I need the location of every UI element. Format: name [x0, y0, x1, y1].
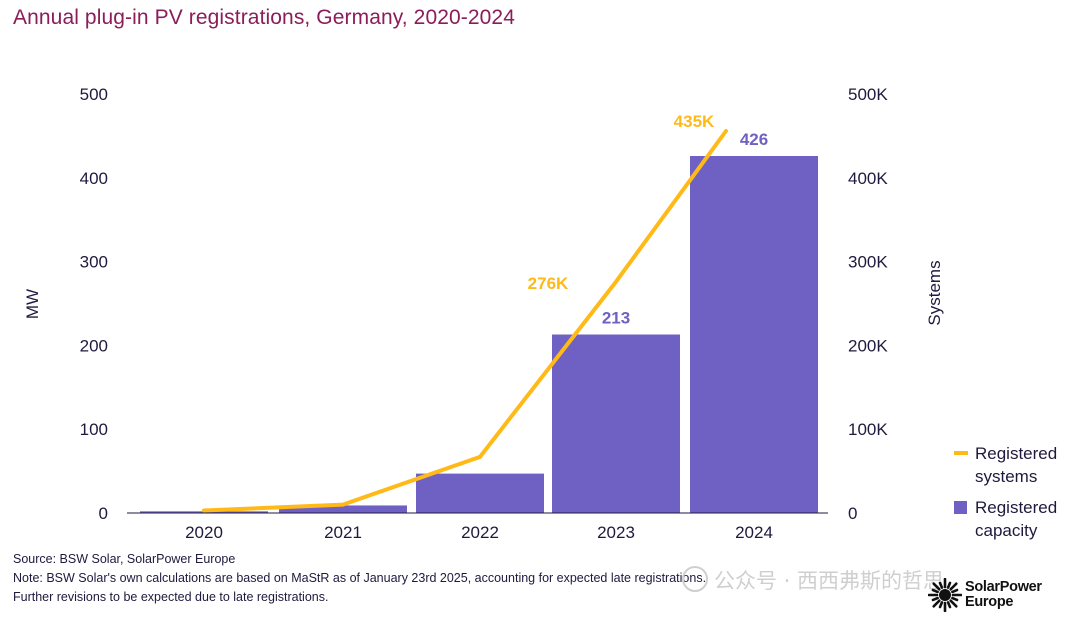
- sun-burst-icon: [928, 578, 962, 612]
- x-tick-label: 2021: [324, 523, 362, 542]
- logo-ray: [931, 596, 939, 602]
- logo-line-2: Europe: [965, 594, 1014, 610]
- legend-item-capacity: Registered capacity: [952, 496, 1075, 542]
- wechat-icon: [682, 566, 708, 592]
- chart-title: Annual plug-in PV registrations, Germany…: [13, 6, 515, 29]
- y-left-tick-label: 100: [80, 420, 108, 439]
- chart-canvas: 0 100 200 300 400 500 0 100K 200K 300K 400K 500K 2…: [23, 85, 944, 542]
- legend: Registered systems Registered capacity: [952, 442, 1075, 550]
- y-right-tick-label: 400K: [848, 169, 888, 188]
- y-right-tick-label: 500K: [848, 85, 888, 104]
- logo-ray: [949, 599, 958, 608]
- wechat-watermark: 公众号 · 西西弗斯的哲思: [682, 565, 944, 595]
- y-right-tick-label: 300K: [848, 253, 888, 272]
- logo-ray: [931, 588, 939, 594]
- logo-line-1: SolarPower: [965, 579, 1042, 595]
- y-right-tick-label: 100K: [848, 420, 888, 439]
- source-note: Source: BSW Solar, SolarPower Europe: [13, 552, 236, 566]
- y-right-tick-label: 200K: [848, 336, 888, 355]
- logo-ray: [951, 596, 959, 602]
- y-left-tick-label: 200: [80, 336, 108, 355]
- line-data-label: 435K: [674, 112, 715, 131]
- watermark-text: 公众号 · 西西弗斯的哲思: [714, 569, 945, 593]
- note-line-1: Note: BSW Solar's own calculations are b…: [13, 571, 707, 585]
- x-tick-label: 2022: [461, 523, 499, 542]
- line-data-label: 276K: [528, 274, 569, 293]
- y-left-axis: 0 100 200 300 400 500: [80, 85, 108, 523]
- legend-swatch-box: [954, 501, 967, 514]
- footer: Source: BSW Solar, SolarPower Europe Not…: [13, 550, 706, 607]
- y-left-axis-title: MW: [23, 289, 42, 319]
- logo-ray: [938, 601, 944, 609]
- legend-label: Registered systems: [975, 444, 1058, 486]
- y-left-tick-label: 0: [99, 504, 108, 523]
- y-right-axis: 0 100K 200K 300K 400K 500K: [848, 85, 888, 523]
- logo-wordmark: SolarPower Europe: [965, 580, 1042, 610]
- logo-ray: [932, 582, 941, 591]
- logo-ray: [946, 581, 952, 589]
- bar-data-label: 213: [602, 309, 630, 328]
- x-tick-label: 2024: [735, 523, 773, 542]
- x-tick-label: 2020: [185, 523, 223, 542]
- logo-ray: [946, 601, 952, 609]
- bar-series: [140, 156, 818, 513]
- y-left-tick-label: 400: [80, 169, 108, 188]
- logo-ray: [938, 581, 944, 589]
- note-line-2: Further revisions to be expected due to …: [13, 590, 329, 604]
- line-series: [202, 129, 728, 513]
- bar-2021: [279, 505, 407, 513]
- logo-ray: [951, 588, 959, 594]
- x-axis: 2020 2021 2022 2023 2024: [185, 523, 773, 542]
- bar-2024: [690, 156, 818, 513]
- bar-2022: [416, 473, 544, 513]
- bar-data-label: 426: [740, 130, 768, 149]
- y-left-tick-label: 500: [80, 85, 108, 104]
- y-right-axis-title: Systems: [925, 260, 944, 325]
- legend-item-systems: Registered systems: [952, 442, 1075, 488]
- data-labels: 213 426 276K 435K: [528, 112, 769, 328]
- logo-ray: [949, 582, 958, 591]
- y-right-tick-label: 0: [848, 504, 857, 523]
- legend-label: Registered capacity: [975, 498, 1058, 540]
- bar-2023: [552, 334, 680, 513]
- line-registered-systems: [202, 129, 728, 513]
- x-tick-label: 2023: [597, 523, 635, 542]
- logo-ray: [932, 599, 941, 608]
- legend-swatch-line: [954, 451, 968, 455]
- y-left-tick-label: 300: [80, 253, 108, 272]
